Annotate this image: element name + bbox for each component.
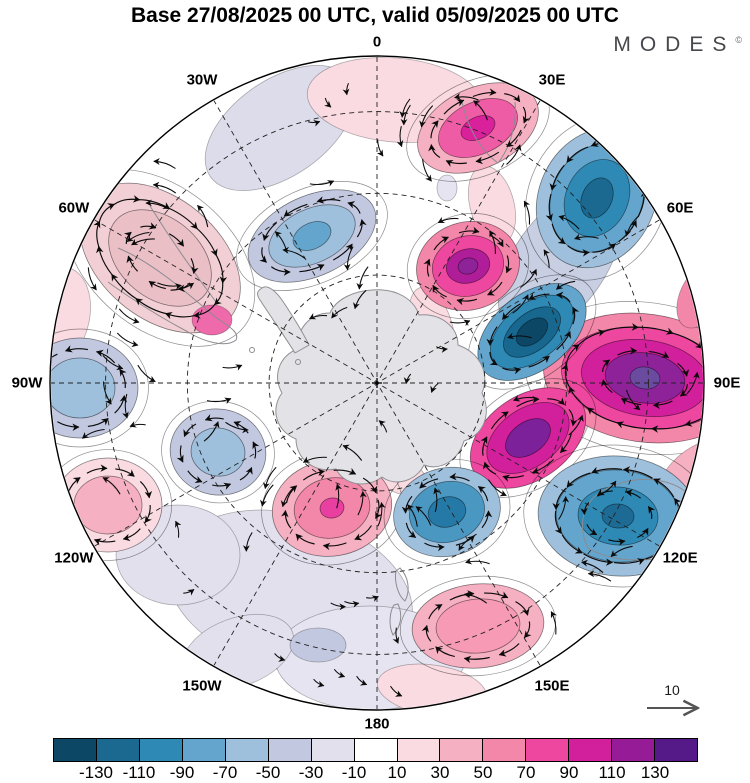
map-boundary — [49, 55, 705, 711]
lon-label-60E: 60E — [666, 199, 694, 217]
anomaly-map: 0 30E 60E 90E 120E 150E 180 150W 120W 90W 60W 30W — [11, 33, 741, 735]
lon-label-0: 0 — [372, 33, 382, 51]
lon-label-120W: 120W — [54, 549, 94, 567]
wind-reference-value: 10 — [664, 682, 680, 698]
lon-label-90E: 90E — [713, 374, 741, 392]
lon-label-60W: 60W — [58, 199, 90, 217]
anomaly-high-30E — [406, 213, 530, 319]
modes-logo: MODES© — [613, 33, 742, 57]
colorbar-cell — [612, 739, 656, 761]
colorbar-cell — [96, 739, 140, 761]
lon-label-30W: 30W — [186, 71, 218, 89]
land-masses — [107, 101, 698, 636]
colorbar-tick-130: 130 — [640, 763, 670, 782]
copyright-mark: © — [735, 35, 742, 45]
colorbar-tick--50: -50 — [255, 763, 281, 782]
colorbar-tick-90: 90 — [559, 763, 579, 782]
colorbar-tick-110: 110 — [598, 763, 626, 782]
colorbar-cell — [225, 739, 269, 761]
lon-label-120E: 120E — [662, 549, 698, 567]
antarctic-peninsula — [257, 286, 310, 354]
colorbar-tick--30: -30 — [298, 763, 324, 782]
colorbar-cell — [569, 739, 613, 761]
colorbar-tick--110: -110 — [122, 763, 156, 782]
lon-label-150E: 150E — [534, 677, 570, 695]
colorbar-cell — [54, 739, 97, 761]
colorbar-tick-10: 10 — [387, 763, 407, 782]
page-title: Base 27/08/2025 00 UTC, valid 05/09/2025… — [131, 4, 619, 27]
lon-label-90W: 90W — [11, 374, 43, 392]
colorbar-cell — [526, 739, 570, 761]
colorbar-tick--90: -90 — [169, 763, 195, 782]
colorbar-tick-50: 50 — [473, 763, 493, 782]
anomaly-high-20E-north — [406, 74, 550, 182]
colorbar-tick--130: -130 — [78, 763, 114, 782]
anomaly-magenta-core-sa — [191, 304, 233, 336]
wind-vectors — [51, 82, 703, 697]
colorbar-tick-70: 70 — [516, 763, 536, 782]
anomaly-low-55E-inner — [467, 274, 597, 390]
graticule — [51, 57, 703, 709]
map-canvas — [49, 55, 705, 735]
lon-label-180: 180 — [364, 715, 390, 733]
colorbar-cell — [311, 739, 355, 761]
colorbar-cell — [139, 739, 183, 761]
colorbar-cell — [397, 739, 441, 761]
anomaly-low-20W — [236, 181, 388, 291]
colorbar-cell — [354, 739, 398, 761]
anomaly-high-70E-inner — [459, 378, 597, 498]
colorbar — [53, 738, 698, 762]
modes-logo-text: MODES — [613, 33, 736, 56]
lon-label-150W: 150W — [182, 677, 222, 695]
colorbar-cell — [483, 739, 527, 761]
colorbar-cell — [182, 739, 226, 761]
anomaly-high-150E — [399, 575, 557, 677]
colorbar-tick-30: 30 — [430, 763, 450, 782]
anomaly-low-160E-inner — [383, 458, 511, 566]
colorbar-tick--70: -70 — [212, 763, 238, 782]
anomaly-low-130W — [161, 400, 275, 504]
anomaly-low-90W — [51, 328, 149, 448]
colorbar-tick--10: -10 — [341, 763, 367, 782]
colorbar-cell — [655, 739, 698, 761]
lon-label-30E: 30E — [538, 71, 566, 89]
anomaly-low-165W-small — [289, 627, 347, 663]
anomaly-lavender-dot-0E — [436, 174, 458, 202]
colorbar-cell — [268, 739, 312, 761]
colorbar-cell — [440, 739, 484, 761]
